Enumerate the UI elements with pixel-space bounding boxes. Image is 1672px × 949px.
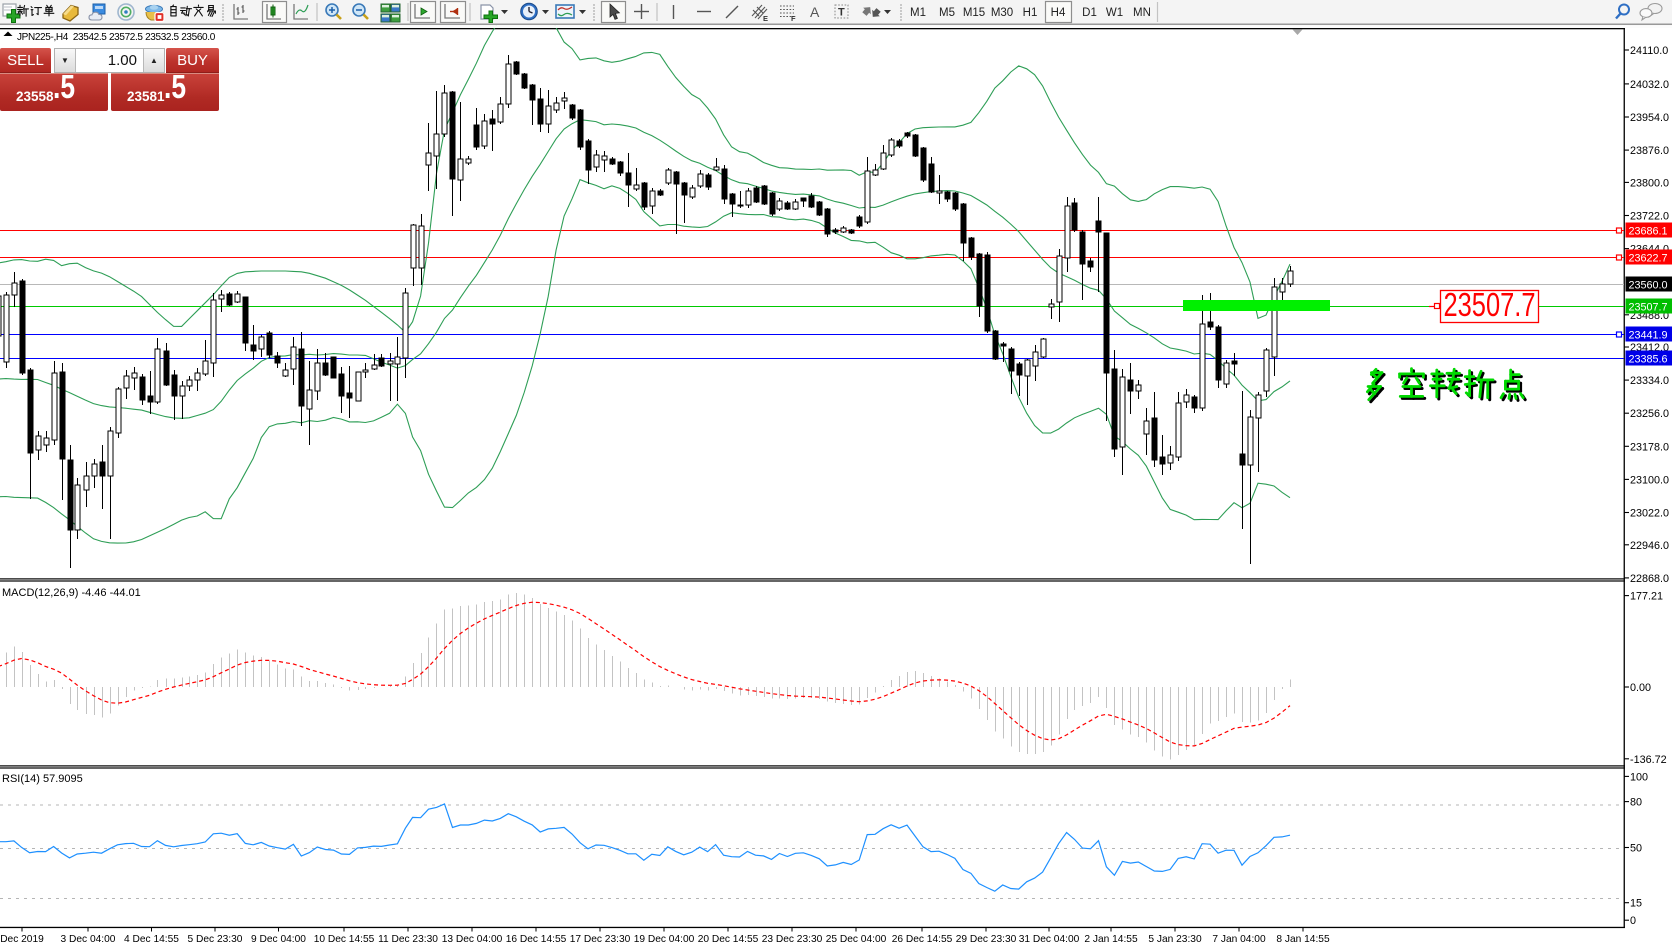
svg-text:24032.0: 24032.0 [1630,79,1669,91]
svg-text:23507.7: 23507.7 [1444,286,1536,323]
svg-text:4 Dec 14:55: 4 Dec 14:55 [124,934,179,945]
svg-text:23441.9: 23441.9 [1629,330,1668,342]
svg-text:13 Dec 04:00: 13 Dec 04:00 [442,934,503,945]
svg-text:M1: M1 [910,7,926,19]
svg-text:T: T [838,7,845,19]
svg-text:23622.7: 23622.7 [1629,253,1668,265]
svg-text:100: 100 [1630,771,1648,783]
svg-text:23507.7: 23507.7 [1629,302,1668,314]
svg-text:22868.0: 22868.0 [1630,573,1669,585]
svg-text:15: 15 [1630,898,1642,910]
svg-text:80: 80 [1630,797,1642,809]
svg-text:23022.0: 23022.0 [1630,508,1669,520]
svg-text:11 Dec 23:30: 11 Dec 23:30 [378,934,438,945]
svg-text:D1: D1 [1082,7,1097,19]
svg-text:JPN225-,H4 23542.5 23572.5 23: JPN225-,H4 23542.5 23572.5 23532.5 23560… [17,32,216,43]
svg-text:177.21: 177.21 [1630,591,1663,603]
svg-text:5 Dec 23:30: 5 Dec 23:30 [188,934,243,945]
svg-text:MN: MN [1133,7,1151,19]
svg-text:50: 50 [1630,843,1642,855]
svg-text:Dec 2019: Dec 2019 [0,934,44,945]
svg-text:17 Dec 23:30: 17 Dec 23:30 [570,934,631,945]
svg-text:H1: H1 [1023,7,1038,19]
svg-text:23334.0: 23334.0 [1630,375,1669,387]
svg-text:E: E [763,14,768,23]
svg-text:29 Dec 23:30: 29 Dec 23:30 [956,934,1017,945]
svg-text:25 Dec 04:00: 25 Dec 04:00 [826,934,887,945]
svg-text:W1: W1 [1106,7,1123,19]
svg-text:F: F [791,14,796,23]
svg-text:23 Dec 23:30: 23 Dec 23:30 [762,934,823,945]
svg-text:19 Dec 04:00: 19 Dec 04:00 [634,934,695,945]
svg-text:M5: M5 [939,7,955,19]
svg-text:23876.0: 23876.0 [1630,145,1669,157]
svg-text:22946.0: 22946.0 [1630,540,1669,552]
svg-text:23256.0: 23256.0 [1630,408,1669,420]
svg-text:31 Dec 04:00: 31 Dec 04:00 [1019,934,1080,945]
svg-text:20 Dec 14:55: 20 Dec 14:55 [698,934,759,945]
svg-text:A: A [810,4,820,20]
svg-text:23800.0: 23800.0 [1630,177,1669,189]
svg-text:26 Dec 14:55: 26 Dec 14:55 [892,934,953,945]
svg-text:7 Jan 04:00: 7 Jan 04:00 [1212,934,1266,945]
svg-text:M30: M30 [991,7,1013,19]
svg-text:23686.1: 23686.1 [1629,226,1668,238]
svg-text:0: 0 [1630,915,1636,927]
svg-text:RSI(14) 57.9095: RSI(14) 57.9095 [2,773,83,785]
svg-text:3 Dec 04:00: 3 Dec 04:00 [61,934,116,945]
svg-text:23954.0: 23954.0 [1630,112,1669,124]
svg-text:8 Jan 14:55: 8 Jan 14:55 [1276,934,1330,945]
svg-text:0.00: 0.00 [1630,682,1651,694]
svg-text:23385.6: 23385.6 [1629,354,1668,366]
svg-text:M15: M15 [963,7,985,19]
svg-text:-136.72: -136.72 [1630,754,1667,766]
svg-text:24110.0: 24110.0 [1630,45,1668,57]
svg-text:MACD(12,26,9) -4.46 -44.01: MACD(12,26,9) -4.46 -44.01 [2,587,141,599]
svg-text:2 Jan 14:55: 2 Jan 14:55 [1084,934,1138,945]
svg-text:9 Dec 04:00: 9 Dec 04:00 [251,934,306,945]
svg-text:16 Dec 14:55: 16 Dec 14:55 [506,934,567,945]
svg-text:10 Dec 14:55: 10 Dec 14:55 [314,934,375,945]
svg-text:H4: H4 [1051,7,1066,19]
svg-text:23560.0: 23560.0 [1629,280,1668,292]
svg-text:23178.0: 23178.0 [1630,441,1669,453]
svg-text:23100.0: 23100.0 [1630,474,1669,486]
svg-text:23722.0: 23722.0 [1630,211,1669,223]
svg-text:5 Jan 23:30: 5 Jan 23:30 [1148,934,1202,945]
